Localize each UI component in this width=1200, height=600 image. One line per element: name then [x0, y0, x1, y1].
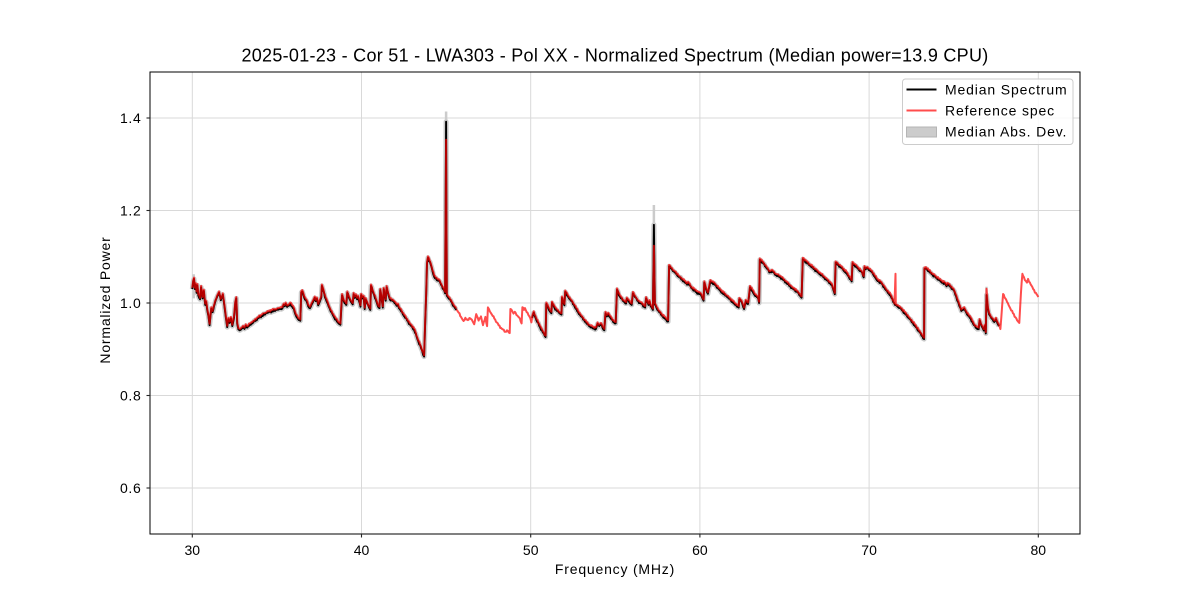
svg-text:1.2: 1.2 — [120, 202, 142, 218]
svg-text:Reference spec: Reference spec — [945, 103, 1055, 119]
svg-text:Median Spectrum: Median Spectrum — [945, 82, 1067, 98]
svg-text:2025-01-23 - Cor 51 - LWA303 -: 2025-01-23 - Cor 51 - LWA303 - Pol XX - … — [241, 46, 988, 66]
svg-text:30: 30 — [185, 542, 201, 558]
svg-text:0.8: 0.8 — [120, 387, 142, 403]
svg-text:1.0: 1.0 — [120, 295, 142, 311]
svg-text:80: 80 — [1031, 542, 1047, 558]
svg-text:Frequency (MHz): Frequency (MHz) — [555, 561, 675, 577]
svg-text:Median Abs. Dev.: Median Abs. Dev. — [945, 124, 1067, 140]
svg-text:60: 60 — [692, 542, 708, 558]
svg-text:50: 50 — [523, 542, 539, 558]
svg-text:0.6: 0.6 — [120, 480, 142, 496]
svg-text:Normalized Power: Normalized Power — [97, 236, 113, 363]
svg-text:40: 40 — [354, 542, 370, 558]
svg-text:70: 70 — [861, 542, 877, 558]
svg-text:1.4: 1.4 — [120, 110, 142, 126]
